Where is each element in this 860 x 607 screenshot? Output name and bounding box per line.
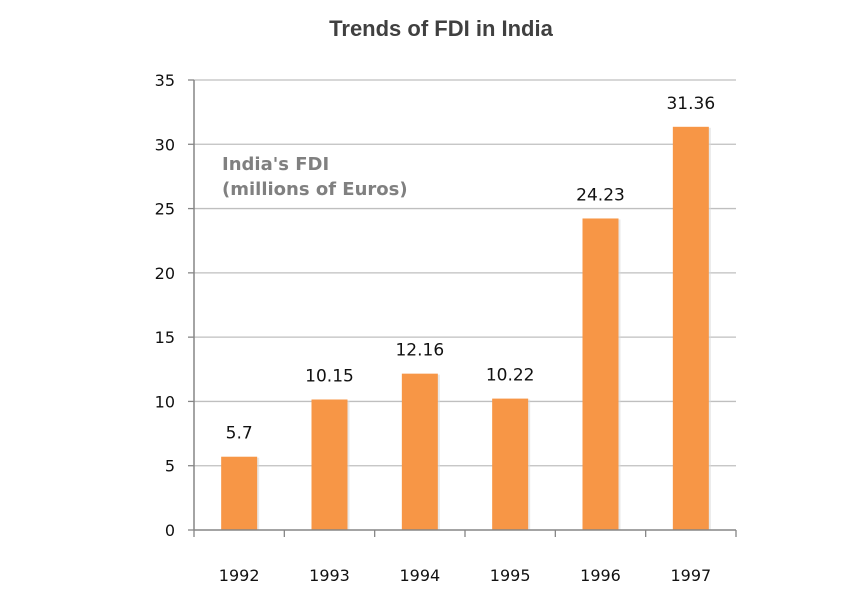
x-tick-label: 1992 — [219, 566, 260, 585]
gridlines — [194, 79, 736, 467]
data-label-1994: 12.16 — [395, 341, 444, 361]
x-tick-label: 1996 — [580, 566, 621, 585]
y-tick-label: 0 — [165, 521, 175, 540]
bar-1997 — [672, 126, 709, 531]
data-label-1997: 31.36 — [666, 94, 715, 114]
y-tick-label: 20 — [155, 264, 175, 283]
y-tick-label: 5 — [165, 457, 175, 476]
x-axis-ticks: 1992 1993 1994 1995 1996 1997 — [219, 566, 711, 585]
bar-1995 — [492, 398, 529, 530]
y-tick-label: 35 — [155, 71, 175, 90]
chart-title: Trends of FDI in India — [329, 16, 553, 41]
series-label-line2: (millions of Euros) — [222, 179, 408, 200]
bars: 5.7 10.15 12.16 10.22 24.23 31.36 — [221, 94, 715, 531]
x-tick-label: 1995 — [490, 566, 531, 585]
series-label-line1: India's FDI — [222, 154, 329, 175]
y-axis-ticks: 0 5 10 15 20 25 30 35 — [155, 71, 175, 540]
data-label-1996: 24.23 — [576, 185, 625, 205]
axes — [188, 79, 737, 537]
data-label-1993: 10.15 — [305, 367, 354, 387]
x-tick-label: 1997 — [670, 566, 711, 585]
x-tick-label: 1993 — [309, 566, 350, 585]
y-tick-label: 10 — [155, 392, 175, 411]
data-label-1995: 10.22 — [486, 366, 535, 386]
x-tick-label: 1994 — [399, 566, 440, 585]
y-tick-label: 15 — [155, 328, 175, 347]
bar-1993 — [311, 399, 348, 530]
bar-1996 — [582, 218, 619, 530]
data-label-1992: 5.7 — [226, 424, 253, 444]
bar-1994 — [401, 373, 438, 530]
y-tick-label: 30 — [155, 135, 175, 154]
bar-1992 — [221, 456, 258, 530]
y-tick-label: 25 — [155, 200, 175, 219]
